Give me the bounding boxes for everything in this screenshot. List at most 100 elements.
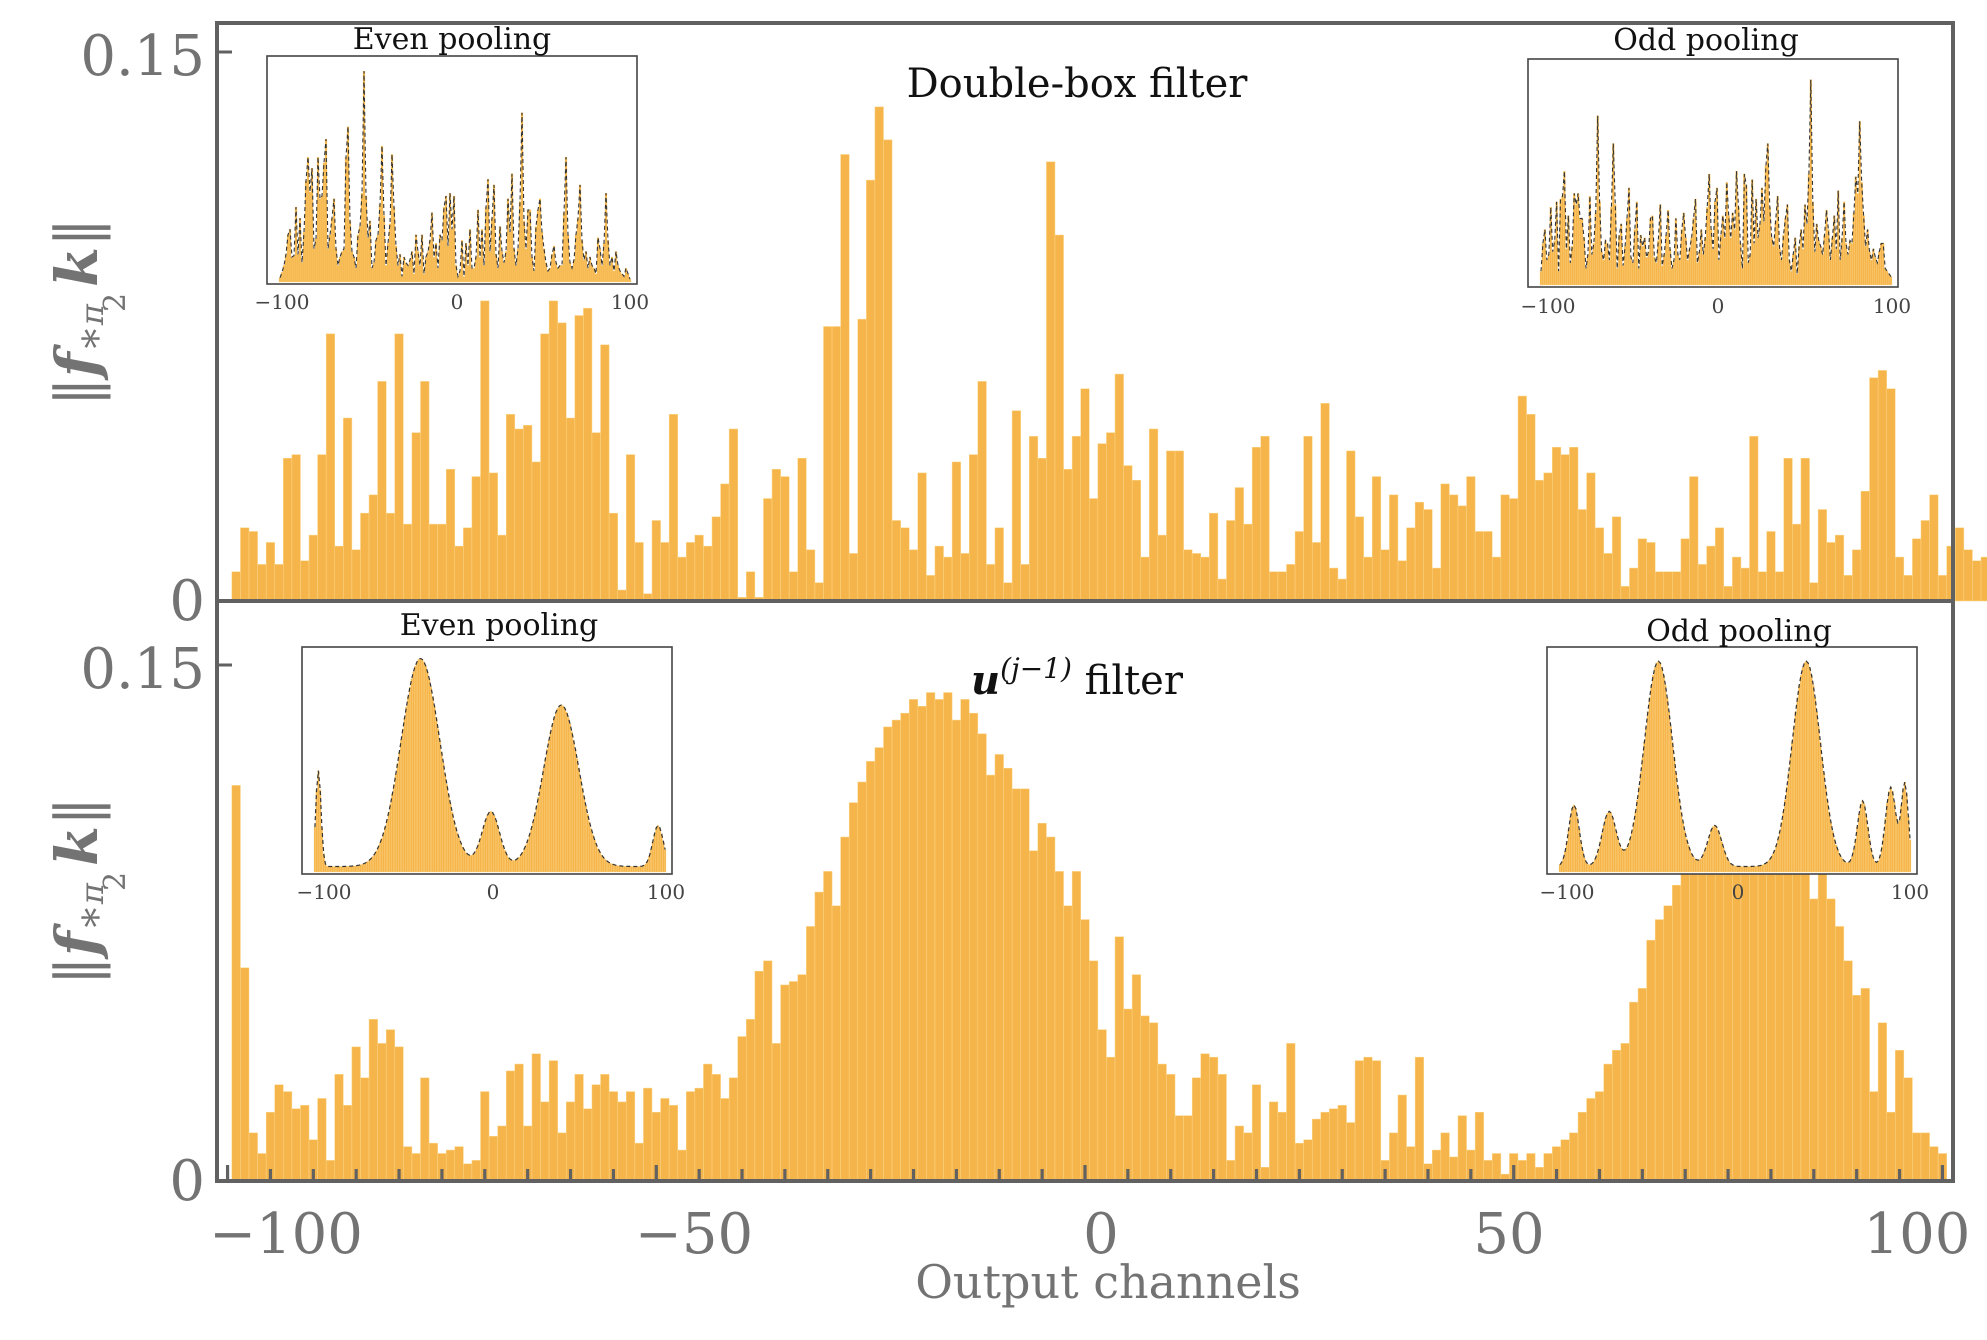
inset-even-pooling-bottom-bar xyxy=(329,866,332,873)
top-bar xyxy=(1089,498,1099,602)
bottom-bar xyxy=(840,836,850,1182)
inset-odd-pooling-bottom-bar xyxy=(1615,830,1618,873)
top-bar xyxy=(857,318,867,602)
bottom-bar xyxy=(1071,871,1081,1182)
bottom-bar xyxy=(951,719,961,1182)
top-bar xyxy=(1749,436,1759,602)
inset-even-pooling-bottom-bar xyxy=(581,787,584,873)
top-bar xyxy=(343,417,353,602)
inset-even-pooling-bottom-bar xyxy=(336,866,339,873)
bottom-bar xyxy=(1826,898,1836,1182)
bottom-ylabel-close: ‖ xyxy=(43,797,111,826)
top-bar xyxy=(1526,414,1536,602)
bottom-chart-title: u(j−1) filter xyxy=(971,652,1184,704)
inset-odd-pooling-top-bar xyxy=(1858,121,1861,286)
top-bar xyxy=(1672,571,1682,602)
bottom-bar xyxy=(1011,788,1021,1182)
top-bar xyxy=(1543,472,1553,602)
x-tick-mark xyxy=(225,1165,230,1181)
top-ylabel-open: ‖ xyxy=(43,377,111,406)
top-bar xyxy=(488,472,498,602)
bottom-bar xyxy=(1860,988,1870,1182)
inset-even-pooling-bottom-bar xyxy=(396,762,399,873)
inset-odd-pooling-bottom-bar xyxy=(1791,741,1794,873)
bottom-bar xyxy=(754,970,764,1182)
top-bar xyxy=(1646,542,1656,602)
inset-odd-pooling-top-bar xyxy=(1805,223,1809,286)
inset-even-pooling-bottom-bars xyxy=(313,658,667,873)
inset-odd-pooling-top-bar xyxy=(1817,240,1820,286)
top-bar xyxy=(351,549,361,602)
inset-odd-pooling-bottom-bar xyxy=(1565,841,1568,873)
bottom-bar xyxy=(1474,1111,1484,1182)
inset-even-pooling-top-bar xyxy=(364,195,368,283)
bottom-bar xyxy=(1543,1153,1553,1182)
inset-even-pooling-bottom-bar xyxy=(570,731,573,873)
inset-even-pooling-bottom-bar xyxy=(333,866,336,873)
inset-odd-pooling-top-bar xyxy=(1844,243,1848,286)
bottom-ytick-label-015: 0.15 xyxy=(80,637,205,702)
bottom-bar xyxy=(291,1108,301,1182)
bottom-bar xyxy=(248,1132,258,1182)
top-bar xyxy=(394,333,404,602)
inset-odd-pooling-bottom-bar xyxy=(1771,854,1774,873)
top-bar xyxy=(1397,560,1407,602)
inset-odd-pooling-top-bar xyxy=(1885,270,1889,286)
inset-even-pooling-bottom-bar xyxy=(539,787,542,873)
inset-even-pooling-top-bar xyxy=(616,265,620,283)
top-ytick-label-0: 0 xyxy=(169,569,205,634)
inset-odd-pooling-bottom-bar xyxy=(1608,811,1611,873)
inset-even-pooling-bottom-bar xyxy=(405,706,408,873)
top-bar xyxy=(1809,582,1819,602)
bottom-bar xyxy=(728,1077,738,1182)
inset-even-pooling-top-bar xyxy=(432,256,436,283)
inset-even-pooling-bottom-xtick-neg100: −100 xyxy=(297,880,352,904)
inset-even-pooling-top-xtick-100: 100 xyxy=(611,290,649,314)
bottom-bar xyxy=(1672,884,1682,1182)
inset-even-pooling-bottom-bar xyxy=(415,661,418,873)
top-bar xyxy=(634,542,644,602)
inset-even-pooling-bottom-bar xyxy=(521,851,524,873)
top-bar xyxy=(1680,538,1690,602)
bottom-bar xyxy=(1783,829,1793,1182)
top-bar xyxy=(1869,377,1879,602)
top-bar xyxy=(1140,556,1150,602)
inset-even-pooling-bottom-bar xyxy=(558,705,561,873)
inset-even-pooling-top-bar xyxy=(376,234,380,283)
bottom-bar xyxy=(977,733,987,1182)
x-tick-mark xyxy=(1469,1169,1473,1181)
inset-even-pooling-top-bar xyxy=(320,195,324,283)
inset-odd-pooling-bottom-bar xyxy=(1646,711,1649,873)
inset-even-pooling-bottom-bar xyxy=(514,859,517,873)
inset-odd-pooling-bottom-bar xyxy=(1875,862,1878,873)
bottom-chart-title-rest: filter xyxy=(1072,658,1184,704)
inset-even-pooling-top-bar xyxy=(502,262,506,283)
inset-odd-pooling-bottom-bar xyxy=(1785,786,1788,873)
inset-odd-pooling-bottom-bar xyxy=(1775,844,1778,873)
top-bar xyxy=(1071,436,1081,602)
bottom-bar xyxy=(1183,1115,1193,1182)
top-bar xyxy=(1620,586,1630,602)
inset-even-pooling-bottom-bar xyxy=(466,854,470,873)
inset-even-pooling-top-bar xyxy=(344,156,348,283)
top-bar xyxy=(1792,523,1802,602)
inset-odd-pooling-bottom-bar xyxy=(1859,804,1862,873)
bottom-bar xyxy=(1020,788,1030,1182)
bottom-bar xyxy=(1251,1084,1262,1182)
x-tick-mark xyxy=(783,1169,787,1181)
inset-odd-pooling-bottom-bar xyxy=(1682,821,1685,873)
inset-odd-pooling-bottom-bar xyxy=(1611,817,1614,873)
inset-even-pooling-top-bar xyxy=(302,231,306,283)
inset-even-pooling-bottom-bar xyxy=(614,865,617,873)
inset-even-pooling-bottom-bar xyxy=(400,740,403,873)
inset-odd-pooling-top-bar xyxy=(1571,245,1574,286)
inset-odd-pooling-bottom-bar xyxy=(1794,711,1797,873)
inset-even-pooling-bottom-bar xyxy=(496,826,499,873)
inset-even-pooling-bottom-bar xyxy=(642,865,646,873)
bottom-bar xyxy=(720,1098,730,1182)
inset-even-pooling-top-bar xyxy=(462,276,466,283)
inset-even-pooling-top-bar xyxy=(408,259,412,283)
bottom-bar xyxy=(1114,936,1124,1182)
bottom-bar xyxy=(1449,1156,1459,1182)
inset-even-pooling-top-bar xyxy=(298,218,302,283)
